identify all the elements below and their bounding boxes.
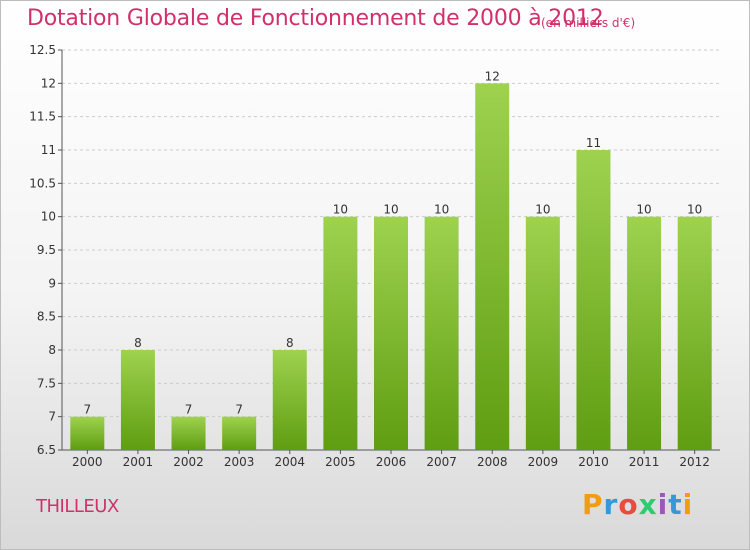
x-tick-label: 2009 — [528, 455, 559, 469]
bar — [475, 83, 510, 450]
bar-data-label: 11 — [586, 136, 601, 150]
y-tick-label: 6.5 — [37, 443, 56, 457]
bar — [677, 216, 712, 450]
y-tick-label: 8 — [48, 343, 56, 357]
bar — [272, 350, 307, 450]
bar-data-label: 10 — [434, 203, 449, 217]
bar — [222, 416, 257, 450]
bar-data-label: 8 — [286, 336, 294, 350]
y-tick-label: 12 — [41, 76, 56, 90]
logo-letter: i — [657, 488, 669, 521]
proxiti-logo[interactable]: Proxiti — [582, 488, 693, 521]
y-tick-label: 10 — [41, 210, 56, 224]
bar — [70, 416, 105, 450]
bar-data-label: 7 — [235, 403, 243, 417]
x-tick-label: 2000 — [72, 455, 103, 469]
bar-data-label: 10 — [383, 203, 398, 217]
bar — [576, 150, 611, 450]
bar-data-label: 7 — [83, 403, 91, 417]
y-tick-label: 11 — [41, 143, 56, 157]
bar-data-label: 10 — [333, 203, 348, 217]
x-tick-label: 2011 — [629, 455, 660, 469]
x-tick-label: 2008 — [477, 455, 508, 469]
chart-title: Dotation Globale de Fonctionnement de 20… — [27, 6, 604, 31]
x-tick-label: 2003 — [224, 455, 255, 469]
x-tick-label: 2005 — [325, 455, 356, 469]
x-tick-label: 2012 — [679, 455, 710, 469]
y-tick-label: 12.5 — [29, 43, 56, 57]
bar — [323, 216, 358, 450]
bar-data-label: 10 — [535, 203, 550, 217]
y-tick-label: 7 — [48, 410, 56, 424]
commune-name: THILLEUX — [36, 496, 119, 517]
y-tick-label: 10.5 — [29, 176, 56, 190]
bars — [70, 83, 712, 450]
x-tick-label: 2002 — [173, 455, 204, 469]
x-tick-label: 2007 — [426, 455, 457, 469]
x-tick-label: 2006 — [376, 455, 407, 469]
y-tick-label: 7.5 — [37, 376, 56, 390]
bar — [525, 216, 560, 450]
y-tick-label: 8.5 — [37, 310, 56, 324]
y-tick-label: 9 — [48, 276, 56, 290]
logo-letter: t — [668, 488, 683, 521]
logo-letter: P — [582, 488, 604, 521]
y-tick-label: 11.5 — [29, 110, 56, 124]
bar-data-label: 7 — [185, 403, 193, 417]
bar — [120, 350, 155, 450]
chart-unit-note: (en milliers d'€) — [541, 16, 636, 30]
x-tick-label: 2004 — [274, 455, 305, 469]
logo-letter: x — [638, 488, 658, 521]
bar — [424, 216, 459, 450]
y-tick-label: 9.5 — [37, 243, 56, 257]
bar — [627, 216, 662, 450]
bar-data-label: 8 — [134, 336, 142, 350]
labels: 7 2000 8 2001 7 2002 7 2003 8 2004 10 2005 10 2006 10 2… — [72, 69, 710, 469]
bar — [171, 416, 206, 450]
bar-data-label: 12 — [485, 69, 500, 83]
bar-data-label: 10 — [636, 203, 651, 217]
logo-letter: i — [682, 488, 694, 521]
bar-data-label: 10 — [687, 203, 702, 217]
logo-letter: o — [618, 488, 639, 521]
x-tick-label: 2001 — [123, 455, 154, 469]
logo-letter: r — [603, 488, 619, 521]
x-tick-label: 2010 — [578, 455, 609, 469]
bar — [374, 216, 408, 450]
